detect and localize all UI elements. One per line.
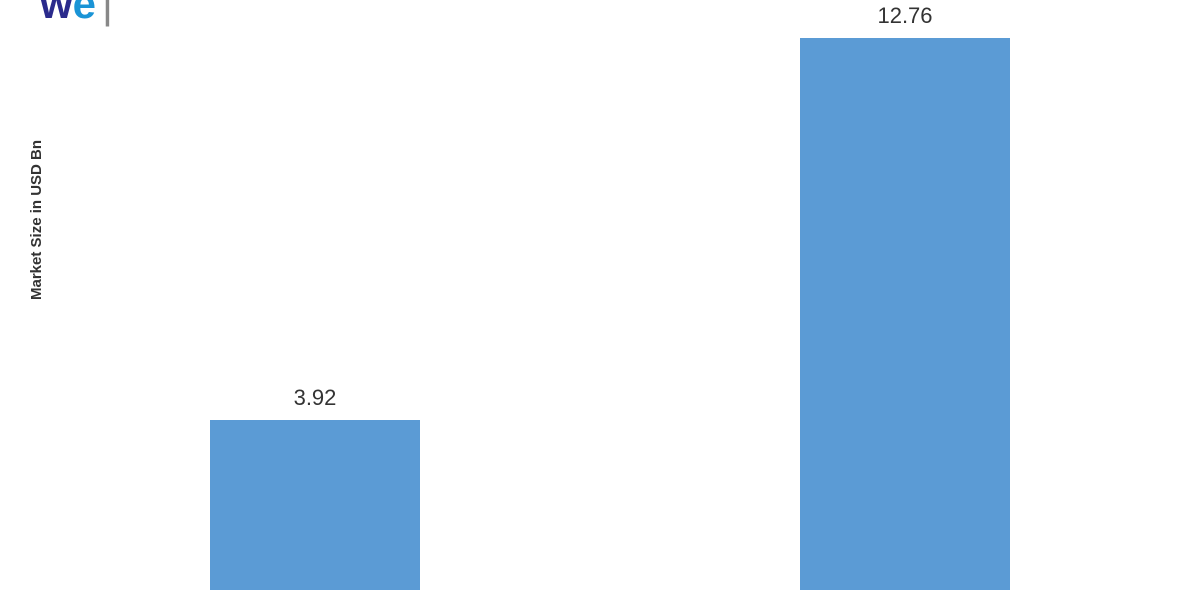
- logo-part1: w: [40, 0, 73, 27]
- bar-1-label: 12.76: [800, 3, 1010, 29]
- bar-1: 12.76: [800, 38, 1010, 590]
- bar-1-fill: [800, 38, 1010, 590]
- bar-0: 3.92: [210, 420, 420, 590]
- y-axis-label: Market Size in USD Bn: [28, 140, 45, 300]
- chart-area: 3.92 12.76: [80, 10, 1180, 590]
- bar-0-fill: [210, 420, 420, 590]
- bar-0-label: 3.92: [210, 385, 420, 411]
